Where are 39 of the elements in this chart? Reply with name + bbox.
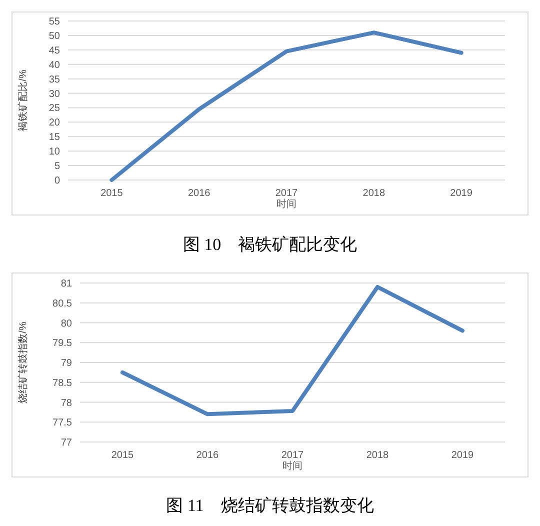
caption: 图 11 烧结矿转鼓指数变化 [166,496,374,515]
line-series [120,284,464,416]
y-tick-label: 50 [48,30,60,42]
y-tick-label: 80 [60,318,72,330]
x-axis-title: 时间 [276,198,296,210]
y-tick-label: 78 [60,398,72,409]
x-tick-label: 2018 [362,188,386,199]
x-tick-label: 2015 [111,450,134,461]
y-axis-title: 褐铁矿配比/% [17,70,29,132]
x-tick-label: 2019 [451,450,474,461]
y-tick-label: 35 [48,74,60,86]
x-tick-label: 2018 [366,450,390,461]
x-axis-title: 时间 [282,460,302,472]
y-tick-label: 40 [48,60,60,71]
y-tick-label: 77 [60,438,72,448]
y-tick-label: 0 [54,176,60,186]
y-tick-label: 77.5 [52,418,72,429]
y-tick-label: 20 [48,118,60,129]
y-tick-label: 5 [54,161,60,172]
caption: 图 10 褐铁矿配比变化 [182,235,358,254]
y-tick-label: 30 [48,88,60,100]
y-tick-label: 78.5 [52,378,72,389]
y-tick-label: 81 [60,278,72,290]
x-tick-label: 2017 [275,188,298,199]
line-series [110,30,464,182]
y-tick-label: 80.5 [52,298,72,310]
x-tick-label: 2017 [281,450,304,461]
x-tick-label: 2016 [188,188,211,199]
x-tick-label: 2019 [450,188,473,199]
y-tick-label: 79 [60,358,72,369]
y-tick-label: 25 [48,103,60,114]
y-axis-title: 烧结矿转鼓指数/% [17,322,29,404]
x-tick-label: 2016 [196,450,220,461]
y-tick-label: 15 [48,132,60,144]
y-tick-label: 45 [48,45,60,56]
y-tick-label: 10 [48,146,60,158]
y-tick-label: 55 [48,16,60,28]
y-tick-label: 79.5 [52,338,72,350]
x-tick-label: 2015 [100,188,124,199]
